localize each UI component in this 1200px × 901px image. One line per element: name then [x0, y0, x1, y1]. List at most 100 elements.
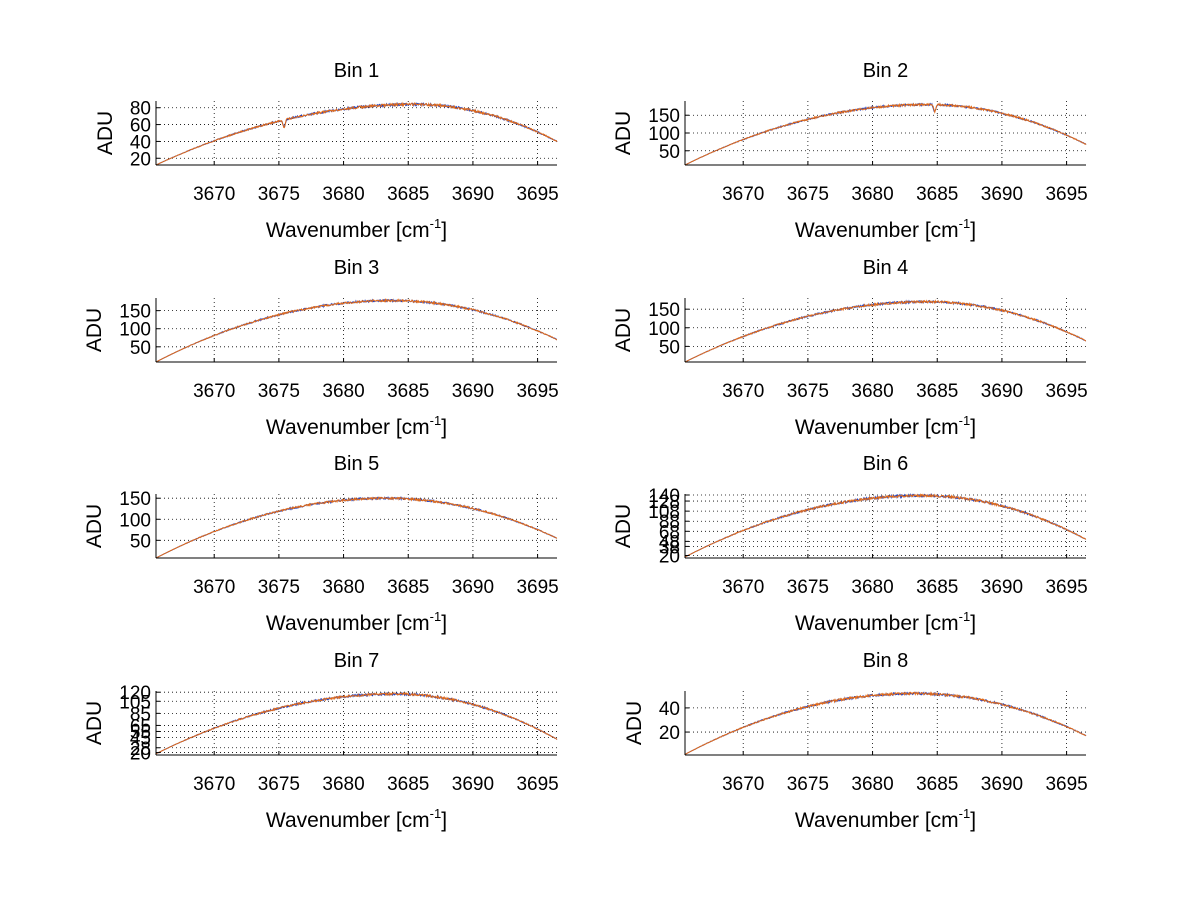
- subplot-title: Bin 3: [334, 257, 380, 279]
- series-line-1: [684, 492, 1087, 558]
- y-tick-label: 150: [648, 300, 680, 321]
- series-line-1: [155, 691, 558, 755]
- x-axis-label-end: ]: [441, 612, 447, 635]
- y-tick-label: 40: [130, 132, 151, 153]
- x-tick-label: 3675: [258, 577, 300, 598]
- x-tick-label: 3670: [722, 381, 764, 402]
- subplot-title: Bin 2: [863, 60, 909, 82]
- x-tick-label: 3695: [516, 184, 558, 205]
- x-axis-label-text: Wavenumber [cm: [795, 219, 959, 242]
- y-tick-label: 128: [648, 492, 680, 513]
- series-line-1: [155, 298, 558, 363]
- subplot-title: Bin 1: [334, 60, 380, 82]
- series-line-2: [684, 102, 1087, 166]
- y-tick-label: 55: [130, 722, 151, 743]
- x-tick-label: 3670: [193, 774, 235, 795]
- y-tick-label: 28: [130, 739, 151, 760]
- series-line-1: [684, 691, 1087, 755]
- y-axis-label: ADU: [612, 111, 635, 155]
- series-line-1: [155, 102, 558, 166]
- y-tick-label: 20: [130, 744, 151, 765]
- x-tick-label: 3680: [322, 184, 364, 205]
- y-tick-label: 45: [130, 728, 151, 749]
- x-tick-label: 3690: [981, 774, 1023, 795]
- series-line-2: [155, 691, 558, 755]
- series-line-2: [684, 299, 1087, 363]
- y-tick-label: 140: [648, 486, 680, 507]
- y-tick-label: 20: [659, 546, 680, 567]
- x-tick-label: 3685: [387, 577, 429, 598]
- y-tick-label: 80: [130, 99, 151, 120]
- x-axis-label-superscript: -1: [430, 216, 442, 231]
- x-axis-label-superscript: -1: [959, 216, 971, 231]
- y-tick-label: 48: [659, 532, 680, 553]
- series-line-2: [684, 691, 1087, 755]
- x-axis-label: Wavenumber [cm-1]: [266, 216, 447, 242]
- x-tick-label: 3690: [452, 577, 494, 598]
- x-tick-label: 3675: [787, 774, 829, 795]
- y-axis-label: ADU: [623, 701, 646, 745]
- x-axis-label-end: ]: [970, 219, 976, 242]
- y-tick-label: 50: [130, 338, 151, 359]
- y-axis-label: ADU: [94, 111, 117, 155]
- subplot-8: 3670 3675 3680 3685 3690 3695 20 40 Bin 8 Wavenum…: [623, 650, 1088, 832]
- x-tick-label: 3675: [787, 381, 829, 402]
- x-axis-label-superscript: -1: [959, 413, 971, 428]
- x-axis-label: Wavenumber [cm-1]: [795, 609, 976, 635]
- x-tick-label: 3685: [387, 381, 429, 402]
- subplot-6: 3670 3675 3680 3685 3690 3695 2038486888108128…: [612, 453, 1088, 635]
- x-axis-label: Wavenumber [cm-1]: [795, 413, 976, 439]
- y-axis-label: ADU: [83, 701, 106, 745]
- x-axis-label: Wavenumber [cm-1]: [266, 609, 447, 635]
- x-tick-label: 3690: [981, 577, 1023, 598]
- y-axis-label: ADU: [83, 308, 106, 352]
- x-tick-label: 3685: [916, 184, 958, 205]
- x-axis-label-superscript: -1: [959, 609, 971, 624]
- x-tick-label: 3680: [322, 381, 364, 402]
- x-tick-label: 3685: [387, 184, 429, 205]
- y-tick-label: 38: [659, 537, 680, 558]
- x-tick-label: 3685: [916, 381, 958, 402]
- x-axis-label-text: Wavenumber [cm: [795, 809, 959, 832]
- x-tick-label: 3670: [193, 577, 235, 598]
- y-tick-label: 105: [119, 692, 151, 713]
- x-axis-label-superscript: -1: [430, 609, 442, 624]
- subplot-title: Bin 5: [334, 453, 380, 475]
- series-line-2: [684, 493, 1087, 558]
- subplot-7: 3670 3675 3680 3685 3690 3695 2028455565851051…: [83, 650, 559, 832]
- x-tick-label: 3675: [258, 184, 300, 205]
- x-tick-label: 3685: [916, 774, 958, 795]
- y-tick-label: 100: [119, 510, 151, 531]
- x-axis-label-text: Wavenumber [cm: [266, 219, 430, 242]
- x-axis-label-text: Wavenumber [cm: [266, 416, 430, 439]
- y-tick-label: 50: [659, 142, 680, 163]
- y-axis-label: ADU: [612, 504, 635, 548]
- x-tick-label: 3695: [1045, 184, 1087, 205]
- x-tick-label: 3675: [258, 774, 300, 795]
- series-line-2: [155, 297, 558, 363]
- x-tick-label: 3685: [916, 577, 958, 598]
- x-tick-label: 3670: [722, 774, 764, 795]
- y-tick-label: 150: [119, 489, 151, 510]
- series-line-2: [155, 496, 558, 559]
- x-tick-label: 3690: [452, 184, 494, 205]
- x-tick-label: 3680: [851, 184, 893, 205]
- x-axis-label-end: ]: [441, 416, 447, 439]
- y-tick-label: 20: [659, 723, 680, 744]
- subplot-title: Bin 4: [863, 257, 909, 279]
- y-tick-label: 50: [130, 531, 151, 552]
- x-axis-label-superscript: -1: [430, 806, 442, 821]
- x-axis-label-end: ]: [441, 809, 447, 832]
- x-tick-label: 3670: [722, 184, 764, 205]
- series-line-1: [684, 299, 1087, 363]
- y-tick-label: 108: [648, 502, 680, 523]
- x-tick-label: 3695: [1045, 381, 1087, 402]
- x-tick-label: 3695: [1045, 577, 1087, 598]
- x-tick-label: 3695: [1045, 774, 1087, 795]
- y-tick-label: 68: [659, 522, 680, 543]
- x-tick-label: 3695: [516, 381, 558, 402]
- y-tick-label: 65: [130, 716, 151, 737]
